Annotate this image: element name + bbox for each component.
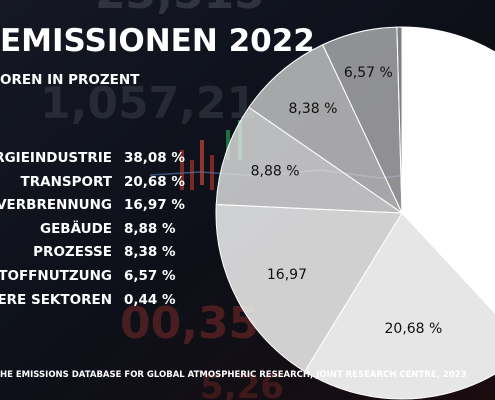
ticker-number: 00,35 bbox=[120, 298, 259, 349]
legend-value: 0,44 % bbox=[124, 291, 176, 308]
legend-value: 20,68 % bbox=[124, 173, 185, 190]
legend-value: 8,38 % bbox=[124, 244, 176, 261]
slice-label: 16,97 bbox=[267, 267, 307, 283]
legend-label: NERGIEINDUSTRIE bbox=[0, 150, 112, 166]
pie-slice bbox=[248, 44, 404, 215]
legend-label: LE VERBRENNUNG bbox=[0, 197, 112, 214]
legend-label: TRANSPORT bbox=[20, 173, 112, 190]
legend-row: AFSTOFFNUTZUNG 6,57 % bbox=[0, 266, 182, 286]
pie-slice bbox=[215, 203, 403, 373]
ticker-number: 5,26 bbox=[200, 367, 284, 400]
slice-label: 20,68 % bbox=[385, 321, 443, 337]
pie-slice bbox=[304, 212, 495, 400]
pie-slice bbox=[401, 26, 495, 314]
ticker-number: 23,515 bbox=[95, 0, 265, 19]
slice-label: 8,88 % bbox=[251, 163, 300, 179]
legend-row: GEBÄUDE 8,88 % bbox=[0, 219, 182, 239]
legend-value: 38,08 % bbox=[124, 150, 185, 166]
pie-slice bbox=[215, 106, 404, 214]
legend-label: PROZESSE bbox=[33, 244, 112, 261]
ticker-number: 1,057,21 bbox=[40, 78, 257, 129]
legend-value: 16,97 % bbox=[124, 197, 185, 214]
slice-label: 6,57 % bbox=[344, 65, 393, 81]
legend-row: NDERE SEKTOREN 0,44 % bbox=[0, 290, 182, 310]
source-note: HE EMISSIONS DATABASE FOR GLOBAL ATMOSPH… bbox=[0, 370, 467, 380]
chart-title: EMISSIONEN 2022 bbox=[0, 23, 315, 59]
legend-label: GEBÄUDE bbox=[39, 220, 112, 237]
legend-label: NDERE SEKTOREN bbox=[0, 291, 112, 308]
chart-subtitle: OREN IN PROZENT bbox=[0, 72, 140, 88]
slice-label: 8,38 % bbox=[288, 101, 337, 117]
legend-row: TRANSPORT 20,68 % bbox=[0, 172, 185, 192]
legend-row: LE VERBRENNUNG 16,97 % bbox=[0, 195, 185, 215]
legend-row: NERGIEINDUSTRIE 38,08 % bbox=[0, 148, 185, 168]
pie-slice bbox=[396, 26, 403, 214]
legend-label: AFSTOFFNUTZUNG bbox=[0, 268, 112, 284]
legend-value: 8,88 % bbox=[124, 220, 176, 237]
legend-row: PROZESSE 8,38 % bbox=[0, 242, 182, 262]
legend-value: 6,57 % bbox=[124, 268, 176, 284]
